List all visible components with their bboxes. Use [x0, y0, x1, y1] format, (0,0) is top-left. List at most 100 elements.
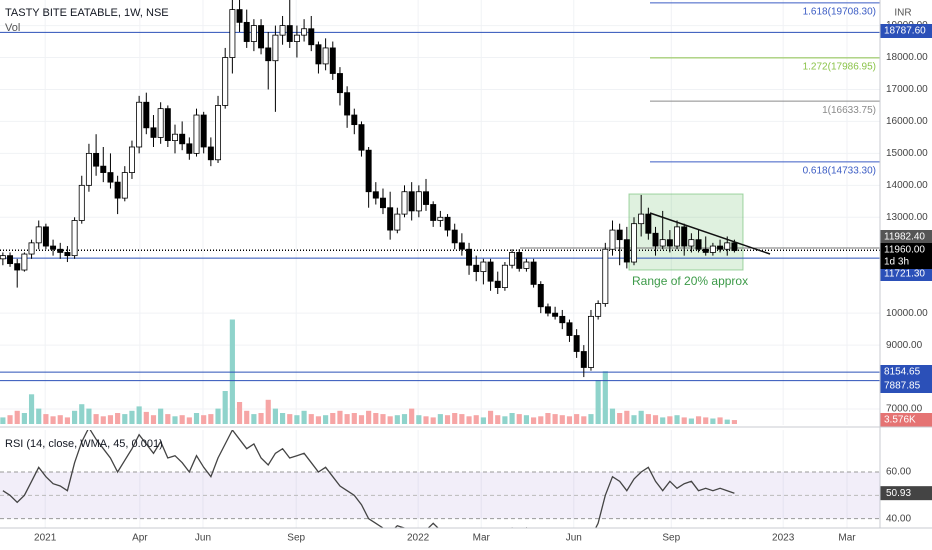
volume-bar [122, 414, 128, 424]
volume-bar [366, 410, 372, 424]
candle-body [616, 229, 623, 241]
volume-bar [401, 414, 408, 424]
y-tick-label: 15000.00 [886, 148, 928, 159]
volume-bar [358, 415, 365, 424]
countdown: 1d 3h [884, 257, 909, 268]
level-tag-bg [880, 267, 932, 281]
last-price-tag: 11960.00 [884, 245, 925, 256]
candle-body [380, 197, 386, 209]
candle-body [351, 114, 358, 126]
volume-tag: 3.576K [884, 415, 916, 426]
rsi-label: RSI (14, close, WMA, 45, 0.001) [5, 438, 163, 450]
candle-body [293, 34, 300, 42]
volume-label: Vol [5, 22, 20, 34]
candle-body [530, 261, 537, 285]
candle-body [466, 248, 473, 266]
candle-body [509, 252, 516, 266]
volume-bar [423, 416, 429, 424]
candle-body [93, 152, 100, 167]
candle-body [587, 315, 594, 368]
y-tick-label: 17000.00 [886, 84, 928, 95]
candle-body [308, 28, 315, 46]
candle-body [258, 25, 265, 49]
candle-body [731, 242, 738, 251]
candle-body [186, 143, 193, 154]
volume-bar [215, 408, 221, 424]
candle-body [229, 9, 236, 58]
candle-body [387, 207, 394, 231]
volume-bar [344, 414, 350, 424]
candle-body [136, 101, 143, 148]
volume-bar [674, 415, 680, 424]
volume-bar [531, 417, 537, 424]
x-tick-label: Jun [566, 533, 582, 544]
candle-body [7, 255, 14, 265]
volume-bar [681, 417, 687, 424]
volume-bar [100, 416, 106, 424]
volume-bar [28, 394, 35, 424]
rsi-line [2, 430, 735, 528]
volume-bar [136, 406, 142, 424]
volume-bar [645, 414, 651, 424]
rsi-tag-bg [880, 486, 932, 501]
volume-bar [516, 414, 522, 424]
rsi-band [0, 472, 880, 519]
rsi-pane [0, 430, 880, 528]
volume-bar [86, 408, 92, 424]
volume-bar [186, 417, 192, 424]
level-tag-bg [880, 24, 932, 38]
candle-body [143, 101, 150, 129]
volume-bar [387, 416, 393, 424]
volume-bar [703, 417, 709, 424]
volume-bar [602, 371, 608, 424]
volume-bar [373, 413, 379, 424]
candle-body [666, 239, 673, 247]
volume-bar [158, 408, 164, 424]
level-tag: 7887.85 [884, 381, 921, 392]
candle-body [243, 21, 250, 42]
candle-body [150, 127, 157, 138]
candle-body [272, 34, 279, 62]
candle-body [573, 335, 580, 352]
volume-bar [437, 414, 443, 424]
candle-body [372, 191, 379, 199]
volume-bar [272, 408, 278, 424]
x-tick-label: Sep [287, 533, 305, 544]
x-tick-label: Jun [195, 533, 211, 544]
volume-bar [287, 414, 293, 424]
candle-body [172, 133, 178, 142]
candle-body [408, 191, 415, 212]
candle-body [28, 242, 35, 255]
volume-bar [667, 416, 673, 424]
volume-bar [79, 404, 85, 424]
x-tick-label: 2021 [34, 533, 57, 544]
volume-bar [731, 420, 737, 424]
candle-body [480, 261, 487, 273]
volume-bar [466, 416, 472, 424]
rsi-tag: 50.93 [886, 488, 911, 499]
volume-bar [430, 417, 436, 424]
y-tick-label: 7000.00 [886, 404, 923, 415]
x-tick-label: Mar [838, 533, 856, 544]
last-price-tag-bg [880, 243, 932, 257]
level-tag-bg [880, 379, 932, 393]
candle-body [458, 242, 465, 250]
candle-body [494, 280, 501, 288]
volume-bar [416, 415, 422, 424]
volume-bar [617, 413, 623, 424]
volume-bar [724, 419, 730, 424]
candle-body [164, 108, 171, 142]
volume-bar [487, 410, 494, 424]
volume-bar [258, 413, 264, 424]
volume-bar [251, 414, 257, 424]
volume-bar [502, 416, 508, 424]
volume-bar [695, 416, 702, 424]
x-tick-label: Sep [662, 533, 680, 544]
candle-body [717, 245, 724, 250]
candle-body [659, 239, 666, 247]
volume-bar [609, 408, 616, 424]
volume-bar [244, 410, 250, 424]
volume-bar [452, 413, 458, 424]
candle-body [688, 239, 695, 247]
